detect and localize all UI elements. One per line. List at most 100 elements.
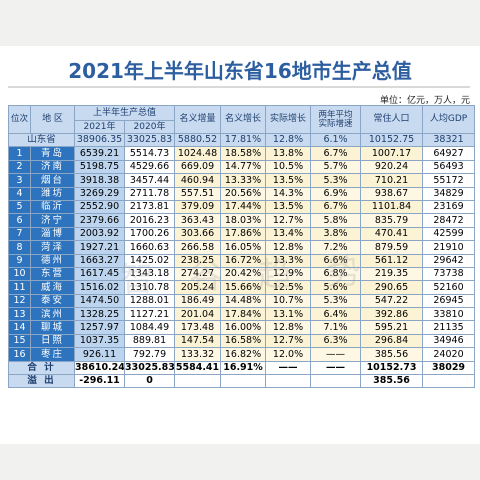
table-row: 11 威海 1516.02 1310.78 205.24 15.66% 12.5% 5.6% 2…: [8, 280, 476, 295]
cell-per-capita: 21910: [422, 240, 476, 255]
overflow-per-capita: [422, 374, 476, 389]
cell-per-capita: 33810: [422, 307, 476, 322]
cell-population: 470.41: [360, 226, 424, 242]
total-real: ——: [265, 360, 312, 376]
cell-nominal: 16.05%: [220, 240, 267, 255]
cell-city: 东营: [30, 266, 75, 282]
cell-real: 12.7%: [265, 333, 312, 349]
province-per-capita: 38321: [422, 132, 476, 148]
cell-per-capita: 26945: [422, 293, 476, 309]
page-title: 2021年上半年山东省16地市生产总值: [68, 59, 412, 83]
total-per-capita: 38029: [422, 360, 476, 376]
cell-real: 13.5%: [265, 199, 312, 215]
cell-y2021: 1663.27: [74, 253, 125, 268]
cell-two-year: 7.2%: [310, 240, 362, 255]
cell-real: 13.4%: [265, 226, 312, 242]
cell-population: 561.12: [360, 253, 424, 268]
cell-per-capita: 34946: [422, 333, 476, 349]
cell-y2020: 4529.66: [123, 159, 176, 175]
province-increase: 5880.52: [174, 132, 222, 148]
header-nominal-growth: 名义增长: [220, 105, 267, 134]
unit-note: 单位：亿元，万人，元: [379, 96, 470, 106]
total-2021: 38610.24: [74, 360, 125, 376]
cell-real: 13.8%: [265, 146, 312, 161]
cell-rank: 12: [8, 293, 31, 309]
cell-increase: 669.09: [174, 159, 222, 175]
cell-increase: 205.24: [174, 280, 222, 295]
cell-increase: 133.32: [174, 347, 222, 362]
cell-per-capita: 23169: [422, 199, 476, 215]
cell-rank: 1: [8, 146, 31, 161]
cell-population: 296.84: [360, 333, 424, 349]
header-region: 地 区: [30, 105, 75, 134]
cell-real: 13.5%: [265, 173, 312, 188]
cell-population: 547.22: [360, 293, 424, 309]
cell-y2021: 1927.21: [74, 240, 125, 255]
cell-rank: 8: [8, 240, 31, 255]
cell-per-capita: 73738: [422, 266, 476, 282]
total-two-year: ——: [310, 360, 362, 376]
province-nominal: 17.81%: [220, 132, 267, 148]
cell-y2021: 2552.90: [74, 199, 125, 215]
cell-y2020: 3457.44: [123, 173, 176, 188]
cell-y2020: 2711.78: [123, 186, 176, 201]
cell-city: 临沂: [30, 199, 75, 215]
cell-two-year: 6.8%: [310, 266, 362, 282]
cell-rank: 5: [8, 199, 31, 215]
cell-y2020: 1700.26: [123, 226, 176, 242]
cell-nominal: 20.56%: [220, 186, 267, 201]
cell-real: 12.0%: [265, 347, 312, 362]
gdp-table: 位次 地 区 上半年生产总值 名义增量 名义增长 实际增长 两年平均 实际增速 …: [8, 105, 476, 389]
cell-rank: 10: [8, 266, 31, 282]
cell-nominal: 14.48%: [220, 293, 267, 309]
cell-population: 710.21: [360, 173, 424, 188]
header-row-1: 位次 地 区 上半年生产总值 名义增量 名义增长 实际增长 两年平均 实际增速 …: [8, 105, 476, 134]
cell-two-year: 6.9%: [310, 186, 362, 201]
cell-real: 10.7%: [265, 293, 312, 309]
cell-y2021: 1617.45: [74, 266, 125, 282]
cell-city: 青岛: [30, 146, 75, 161]
cell-city: 济南: [30, 159, 75, 175]
cell-city: 威海: [30, 280, 75, 295]
cell-population: 392.86: [360, 307, 424, 322]
cell-two-year: 5.8%: [310, 213, 362, 228]
header-two-year-avg-line2: 实际增速: [318, 118, 353, 129]
cell-per-capita: 52160: [422, 280, 476, 295]
title-divider: [8, 86, 470, 88]
province-two-year: 6.1%: [310, 132, 362, 148]
cell-y2021: 926.11: [74, 347, 125, 362]
header-two-year-avg: 两年平均 实际增速: [310, 105, 362, 134]
cell-y2021: 1257.97: [74, 320, 125, 335]
cell-nominal: 16.00%: [220, 320, 267, 335]
overflow-label: 溢 出: [8, 374, 75, 389]
table-row: 2 济南 5198.75 4529.66 669.09 14.77% 10.5% 5.7% 92…: [8, 159, 476, 175]
cell-rank: 16: [8, 347, 31, 362]
cell-two-year: 5.7%: [310, 159, 362, 175]
province-row: 山东省 38906.35 33025.83 5880.52 17.81% 12.…: [8, 132, 476, 148]
cell-y2021: 1516.02: [74, 280, 125, 295]
table-row: 1 青岛 6539.21 5514.73 1024.48 18.58% 13.8% 6.7% 1…: [8, 146, 476, 161]
cell-increase: 557.51: [174, 186, 222, 201]
cell-nominal: 13.33%: [220, 173, 267, 188]
cell-nominal: 16.72%: [220, 253, 267, 268]
cell-increase: 379.09: [174, 199, 222, 215]
cell-y2020: 889.81: [123, 333, 176, 349]
cell-real: 12.5%: [265, 280, 312, 295]
header-real-growth: 实际增长: [265, 105, 312, 134]
cell-real: 12.8%: [265, 320, 312, 335]
table-row: 5 临沂 2552.90 2173.81 379.09 17.44% 13.5% 6.7% 11…: [8, 199, 476, 215]
cell-population: 219.35: [360, 266, 424, 282]
cell-y2020: 1084.49: [123, 320, 176, 335]
header-per-capita: 人均GDP: [422, 105, 476, 134]
cell-y2021: 1328.25: [74, 307, 125, 322]
cell-increase: 460.94: [174, 173, 222, 188]
cell-two-year: 5.3%: [310, 173, 362, 188]
overflow-2021: -296.11: [74, 374, 125, 389]
province-2020: 33025.83: [123, 132, 176, 148]
cell-y2021: 3269.29: [74, 186, 125, 201]
cell-city: 泰安: [30, 293, 75, 309]
cell-rank: 3: [8, 173, 31, 188]
cell-nominal: 14.77%: [220, 159, 267, 175]
table-row: 6 济宁 2379.66 2016.23 363.43 18.03% 12.7% 5.8% 83…: [8, 213, 476, 228]
table-row: 10 东营 1617.45 1343.18 274.27 20.42% 12.9% 6.8% 2…: [8, 266, 476, 282]
